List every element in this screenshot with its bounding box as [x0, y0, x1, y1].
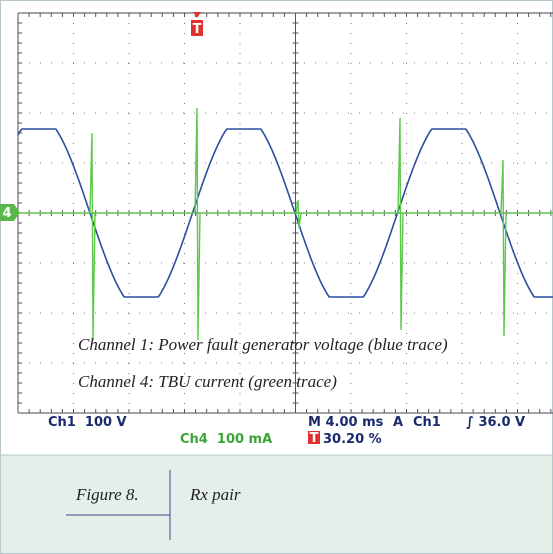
trigger-arrow: [193, 12, 201, 18]
ch1-trace: [17, 128, 553, 298]
caption-title: Rx pair: [189, 485, 241, 504]
ch1-scale: Ch1 100 V: [48, 415, 127, 430]
channel-marker-box: [0, 204, 14, 221]
trigger-source: Ch1: [413, 415, 441, 430]
trigger-position: 30.20 %: [323, 432, 382, 447]
trigger-mode: A: [393, 415, 403, 430]
annotation: Channel 4: TBU current (green trace): [78, 372, 337, 391]
trigger-level: ∫ 36.0 V: [466, 415, 525, 430]
caption-label: Figure 8.: [75, 485, 139, 504]
channel-marker-arrow: [14, 204, 20, 221]
timebase: M 4.00 ms: [308, 415, 384, 430]
trigger-box: [191, 20, 203, 36]
ch4-scale: Ch4 100 mA: [180, 432, 272, 447]
trigger-position-marker: T: [310, 431, 319, 446]
annotation: Channel 1: Power fault generator voltage…: [78, 335, 448, 354]
ch4-trace: [18, 107, 553, 341]
traces: [17, 107, 553, 341]
caption-panel: [0, 454, 553, 554]
trigger-position-box: [308, 431, 320, 444]
trigger-marker: T: [193, 22, 202, 37]
channel-marker: 4: [2, 206, 11, 221]
